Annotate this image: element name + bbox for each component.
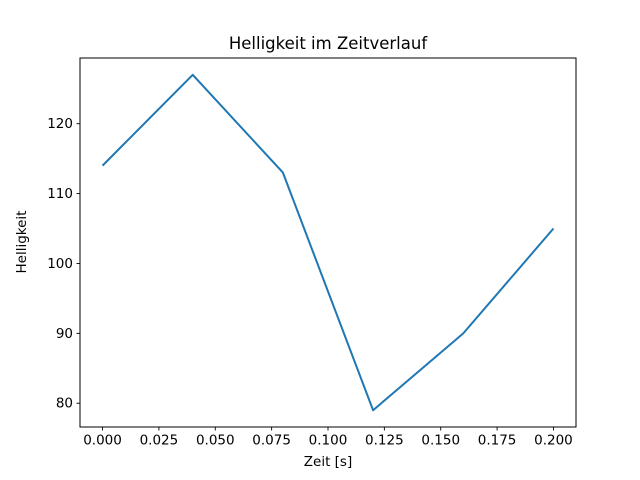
- y-tick-label: 80: [56, 396, 73, 412]
- x-tick-label: 0.100: [309, 433, 348, 449]
- chart-line: [101, 73, 555, 412]
- x-tick-label: 0.075: [252, 433, 291, 449]
- x-tick-label: 0.125: [365, 433, 404, 449]
- chart-title: Helligkeit im Zeitverlauf: [229, 34, 428, 53]
- x-tick-label: 0.000: [83, 433, 122, 449]
- y-tick-label: 110: [47, 186, 73, 202]
- x-tick-label: 0.200: [534, 433, 573, 449]
- x-tick-label: 0.050: [196, 433, 235, 449]
- x-axis-label: Zeit [s]: [304, 454, 352, 470]
- x-tick-label: 0.025: [140, 433, 179, 449]
- x-tick-label: 0.150: [421, 433, 460, 449]
- y-tick-label: 100: [47, 256, 73, 272]
- x-tick-label: 0.175: [478, 433, 517, 449]
- y-tick-label: 90: [56, 326, 73, 342]
- plot-frame: [79, 57, 577, 428]
- y-tick-label: 120: [47, 116, 73, 132]
- y-axis-label: Helligkeit: [14, 211, 30, 274]
